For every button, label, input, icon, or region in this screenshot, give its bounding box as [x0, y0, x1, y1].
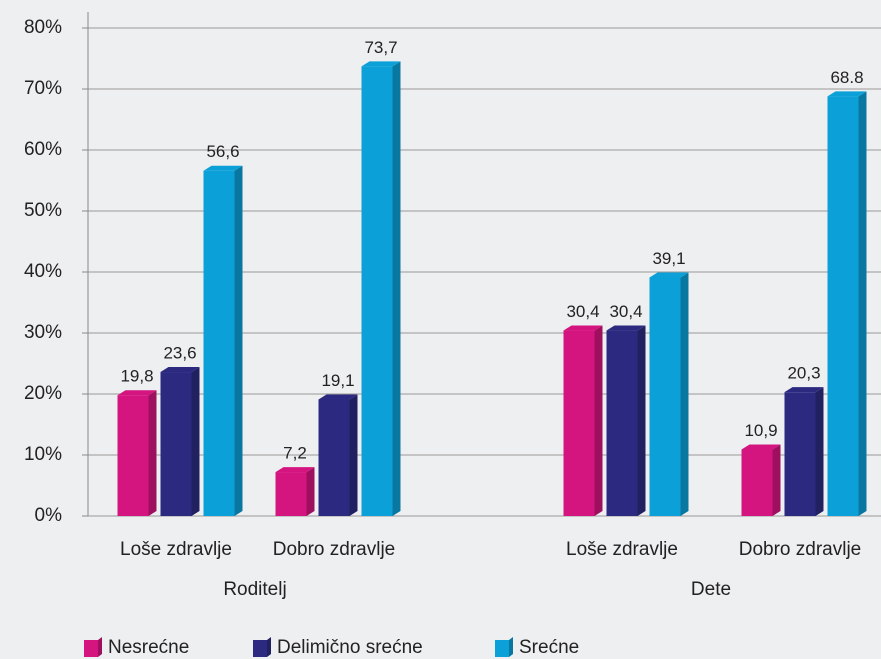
- bar-side: [858, 91, 867, 516]
- y-tick-label: 30%: [24, 322, 62, 343]
- legend-swatch: [84, 640, 98, 657]
- legend-swatch: [495, 640, 509, 657]
- value-label: 30,4: [609, 302, 642, 321]
- bar: [117, 395, 149, 516]
- x-tick-label: Dobro zdravlje: [739, 539, 862, 560]
- bar-side: [191, 367, 200, 516]
- x-tick-label: Dobro zdravlje: [273, 539, 396, 560]
- bar-side: [772, 444, 781, 516]
- legend-label: Nesrećne: [108, 637, 189, 658]
- bar-side: [637, 325, 646, 516]
- bar: [606, 330, 638, 516]
- bar: [784, 392, 816, 516]
- bar-side: [234, 165, 243, 517]
- group-label: Dete: [691, 579, 731, 600]
- bar-top: [203, 165, 243, 171]
- value-label: 19,8: [120, 367, 153, 386]
- value-label: 56,6: [206, 142, 239, 161]
- y-tick-label: 20%: [24, 383, 62, 404]
- bar: [203, 170, 235, 517]
- bar: [318, 399, 350, 516]
- legend-swatch-side: [98, 637, 102, 657]
- x-tick-label: Loše zdravlje: [566, 539, 678, 560]
- y-tick-label: 80%: [24, 17, 62, 38]
- bar-top: [117, 390, 157, 396]
- bar-side: [594, 325, 603, 516]
- bar-side: [392, 61, 401, 517]
- bar-side: [680, 272, 689, 516]
- value-label: 68.8: [830, 68, 863, 87]
- bar-top: [827, 91, 867, 97]
- bar-top: [318, 394, 358, 400]
- legend-label: Srećne: [519, 637, 579, 658]
- bar-top: [160, 367, 200, 373]
- y-tick-label: 60%: [24, 139, 62, 160]
- bar-top: [606, 325, 646, 331]
- legend-swatch-side: [267, 637, 271, 657]
- bar-top: [275, 467, 315, 473]
- bar-top: [741, 444, 781, 450]
- legend-label: Delimično srećne: [277, 637, 423, 658]
- bar: [649, 277, 681, 516]
- bar: [827, 96, 859, 516]
- y-tick-label: 40%: [24, 261, 62, 282]
- bar-side: [815, 387, 824, 516]
- y-tick-label: 10%: [24, 444, 62, 465]
- legend-swatch-side: [509, 637, 513, 657]
- y-tick-label: 50%: [24, 200, 62, 221]
- value-label: 30,4: [566, 302, 599, 321]
- value-label: 73,7: [364, 38, 397, 57]
- y-tick-label: 70%: [24, 78, 62, 99]
- value-label: 20,3: [787, 364, 820, 383]
- value-label: 23,6: [163, 344, 196, 363]
- value-label: 39,1: [652, 249, 685, 268]
- group-label: Roditelj: [223, 579, 286, 600]
- bar: [361, 66, 393, 517]
- value-label: 7,2: [283, 444, 307, 463]
- bar: [160, 372, 192, 516]
- bar-side: [349, 394, 358, 516]
- bar-side: [306, 467, 315, 516]
- bar: [275, 472, 307, 516]
- bar-side: [148, 390, 157, 516]
- bar: [741, 449, 773, 516]
- bar-top: [649, 272, 689, 278]
- bar-top: [361, 61, 401, 67]
- value-label: 19,1: [321, 371, 354, 390]
- value-label: 10,9: [744, 421, 777, 440]
- legend-swatch: [253, 640, 267, 657]
- y-tick-label: 0%: [35, 505, 63, 526]
- bar-top: [784, 387, 824, 393]
- bar: [563, 330, 595, 516]
- bar-top: [563, 325, 603, 331]
- x-tick-label: Loše zdravlje: [120, 539, 232, 560]
